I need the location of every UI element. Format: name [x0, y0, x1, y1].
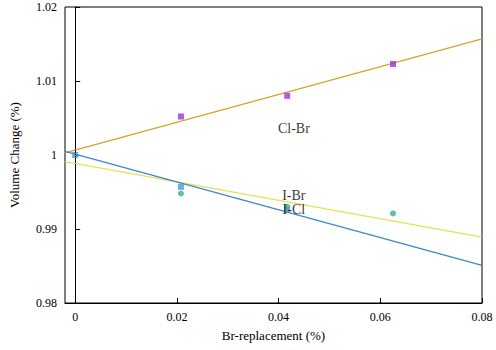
- svg-text:0.08: 0.08: [472, 310, 493, 324]
- svg-text:1: 1: [51, 148, 57, 162]
- svg-text:Volume Change (%): Volume Change (%): [7, 102, 22, 208]
- svg-text:1.02: 1.02: [36, 0, 57, 14]
- svg-text:I-Cl: I-Cl: [283, 202, 306, 217]
- svg-text:0.99: 0.99: [36, 222, 57, 236]
- svg-text:1.01: 1.01: [36, 74, 57, 88]
- svg-text:0: 0: [72, 310, 78, 324]
- svg-text:0.04: 0.04: [268, 310, 289, 324]
- svg-text:Cl-Br: Cl-Br: [278, 121, 310, 136]
- svg-text:0.02: 0.02: [166, 310, 187, 324]
- svg-text:0.98: 0.98: [36, 296, 57, 310]
- svg-text:Br-replacement (%): Br-replacement (%): [222, 328, 325, 343]
- svg-text:0.06: 0.06: [370, 310, 391, 324]
- svg-text:I-Br: I-Br: [282, 188, 306, 203]
